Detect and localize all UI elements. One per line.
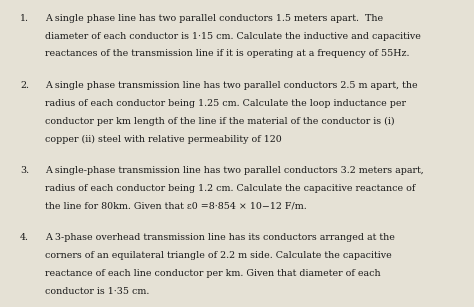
Text: 1.: 1.	[20, 14, 29, 23]
Text: 2.: 2.	[20, 81, 29, 90]
Text: A 3-phase overhead transmission line has its conductors arranged at the: A 3-phase overhead transmission line has…	[45, 233, 395, 242]
Text: A single phase transmission line has two parallel conductors 2.5 m apart, the: A single phase transmission line has two…	[45, 81, 418, 90]
Text: radius of each conductor being 1.2 cm. Calculate the capacitive reactance of: radius of each conductor being 1.2 cm. C…	[45, 184, 415, 193]
Text: reactances of the transmission line if it is operating at a frequency of 55Hz.: reactances of the transmission line if i…	[45, 49, 410, 58]
Text: reactance of each line conductor per km. Given that diameter of each: reactance of each line conductor per km.…	[45, 269, 381, 278]
Text: the line for 80km. Given that ε0 =8·854 × 10−12 F/m.: the line for 80km. Given that ε0 =8·854 …	[45, 202, 307, 211]
Text: radius of each conductor being 1.25 cm. Calculate the loop inductance per: radius of each conductor being 1.25 cm. …	[45, 99, 406, 108]
Text: copper (ii) steel with relative permeability of 120: copper (ii) steel with relative permeabi…	[45, 134, 282, 144]
Text: A single-phase transmission line has two parallel conductors 3.2 meters apart,: A single-phase transmission line has two…	[45, 166, 424, 175]
Text: A single phase line has two parallel conductors 1.5 meters apart.  The: A single phase line has two parallel con…	[45, 14, 383, 23]
Text: corners of an equilateral triangle of 2.2 m side. Calculate the capacitive: corners of an equilateral triangle of 2.…	[45, 251, 392, 260]
Text: diameter of each conductor is 1·15 cm. Calculate the inductive and capacitive: diameter of each conductor is 1·15 cm. C…	[45, 32, 421, 41]
Text: conductor per km length of the line if the material of the conductor is (i): conductor per km length of the line if t…	[45, 117, 395, 126]
Text: 3.: 3.	[20, 166, 29, 175]
Text: conductor is 1·35 cm.: conductor is 1·35 cm.	[45, 287, 149, 296]
Text: 4.: 4.	[20, 233, 29, 242]
